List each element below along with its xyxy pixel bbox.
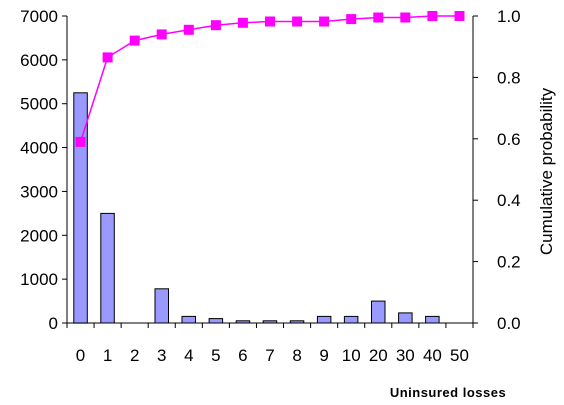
line-marker-6: [237, 17, 248, 28]
right-tick-label-1.0: 1.0: [497, 7, 521, 26]
x-tick-label-0: 0: [76, 346, 85, 365]
bar-30: [398, 312, 413, 324]
right-tick-label-0.4: 0.4: [497, 191, 521, 210]
line-marker-7: [265, 16, 275, 27]
line-marker-9: [319, 16, 330, 27]
x-tick-label-20: 20: [369, 346, 388, 365]
x-tick-label-50: 50: [450, 346, 469, 365]
bar-5: [208, 318, 224, 324]
line-marker-8: [292, 16, 303, 27]
right-tick-label-0.6: 0.6: [497, 130, 521, 149]
left-tick-label-1000: 1000: [20, 270, 58, 289]
x-axis-title: Uninsured losses: [390, 385, 506, 400]
line-marker-20: [373, 12, 384, 23]
line-marker-10: [346, 14, 357, 25]
x-tick-label-1: 1: [103, 346, 112, 365]
line-marker-5: [210, 20, 221, 31]
line-marker-0: [75, 136, 86, 147]
left-tick-label-6000: 6000: [20, 51, 58, 70]
x-tick-label-7: 7: [265, 346, 274, 365]
left-tick-label-4000: 4000: [20, 139, 58, 158]
right-tick-label-0.0: 0.0: [497, 314, 521, 333]
cumulative-line: [79, 15, 460, 143]
left-tick-label-7000: 7000: [20, 7, 58, 26]
bar-20: [371, 300, 386, 324]
x-tick-label-5: 5: [211, 346, 220, 365]
line-marker-30: [400, 12, 411, 23]
line-marker-4: [183, 24, 194, 35]
bar-9: [316, 315, 332, 324]
right-tick-label-0.2: 0.2: [497, 253, 521, 272]
line-marker-1: [102, 52, 113, 63]
x-tick-label-10: 10: [342, 346, 361, 365]
bar-40: [425, 315, 440, 324]
line-marker-3: [156, 29, 167, 40]
cumulative-line-series: [75, 11, 465, 147]
right-axis-title: Cumulative probability: [537, 87, 556, 255]
left-tick-label-5000: 5000: [20, 95, 58, 114]
left-tick-label-2000: 2000: [20, 226, 58, 245]
line-marker-40: [427, 11, 438, 21]
x-tick-label-9: 9: [319, 346, 328, 365]
right-tick-label-0.8: 0.8: [497, 68, 521, 87]
x-tick-label-30: 30: [396, 346, 415, 365]
left-tick-label-3000: 3000: [20, 182, 58, 201]
bar-4: [181, 315, 196, 324]
x-tick-label-40: 40: [423, 346, 442, 365]
bar-10: [343, 315, 359, 324]
bar-series: [73, 92, 440, 324]
line-marker-50: [454, 11, 465, 21]
x-tick-label-2: 2: [130, 346, 139, 365]
x-tick-label-6: 6: [238, 346, 247, 365]
x-tick-label-8: 8: [292, 346, 301, 365]
x-tick-label-4: 4: [184, 346, 193, 365]
x-tick-label-3: 3: [157, 346, 166, 365]
line-marker-2: [129, 35, 140, 46]
left-tick-label-0: 0: [49, 314, 58, 333]
axes: 0 1000 2000 3000 4000 5000 6000 7000 0.0 0.2 0.4 0.…: [20, 7, 520, 365]
bar-3: [154, 288, 169, 324]
bar-1: [100, 212, 115, 324]
